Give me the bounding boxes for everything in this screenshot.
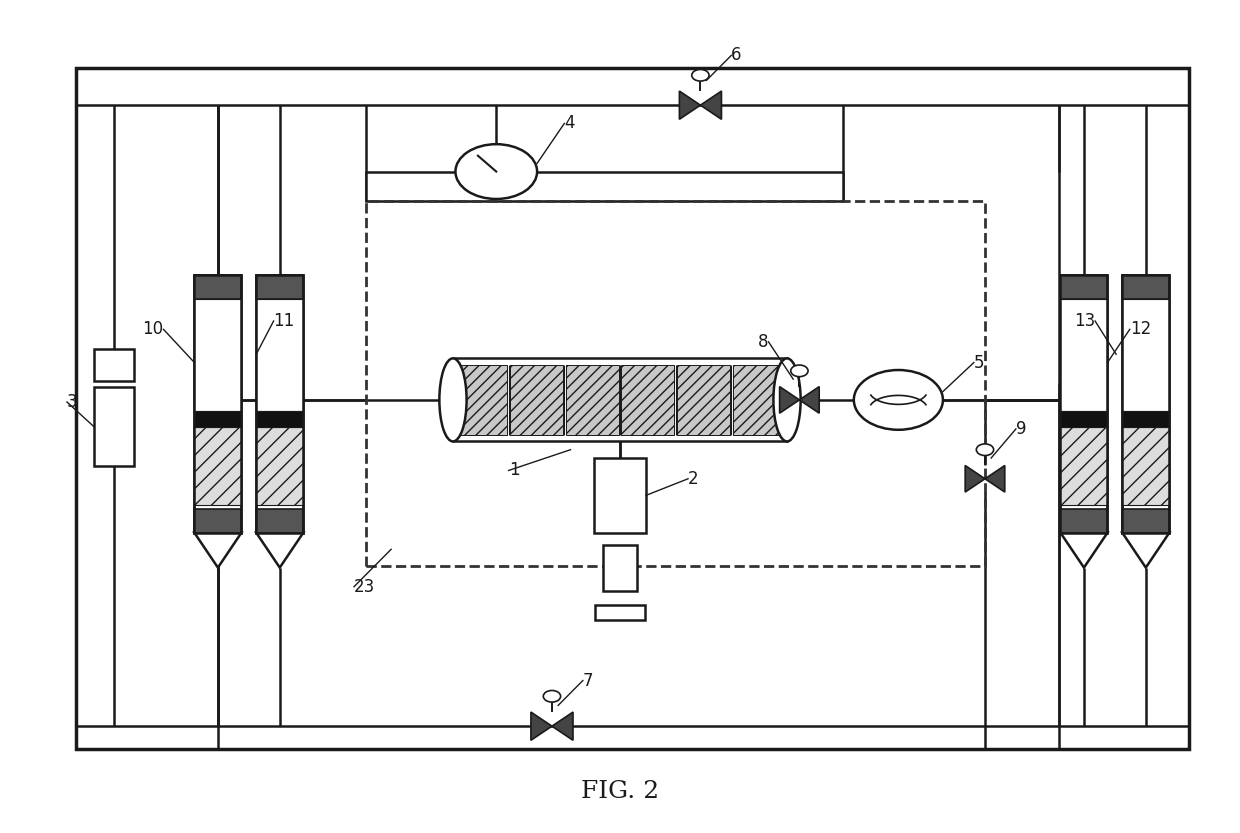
Text: 9: 9 — [1016, 420, 1027, 438]
Polygon shape — [965, 466, 985, 492]
Polygon shape — [800, 387, 820, 413]
Polygon shape — [985, 466, 1004, 492]
Bar — [565, 365, 619, 435]
Bar — [366, 201, 985, 566]
Bar — [1122, 276, 1169, 533]
Bar — [733, 365, 786, 435]
Text: 23: 23 — [353, 578, 376, 596]
Text: 10: 10 — [143, 321, 164, 338]
Bar — [257, 276, 304, 533]
Text: 8: 8 — [758, 332, 769, 351]
Circle shape — [455, 144, 537, 199]
Bar — [1122, 427, 1169, 506]
Bar — [1060, 276, 1107, 533]
Bar — [257, 276, 304, 533]
Polygon shape — [552, 712, 573, 741]
Bar — [1060, 510, 1107, 533]
Bar — [621, 365, 675, 435]
Ellipse shape — [774, 358, 801, 441]
Bar — [195, 411, 242, 427]
Bar — [1060, 276, 1107, 533]
Bar — [1060, 427, 1107, 506]
Text: 4: 4 — [564, 114, 575, 132]
Circle shape — [692, 69, 709, 81]
Bar — [257, 298, 304, 411]
Circle shape — [543, 691, 560, 702]
Bar — [195, 298, 242, 411]
Bar — [257, 510, 304, 533]
Text: 7: 7 — [583, 671, 594, 690]
Text: 2: 2 — [688, 470, 698, 488]
Polygon shape — [1122, 533, 1169, 567]
Bar — [454, 365, 507, 435]
Text: 3: 3 — [67, 393, 78, 411]
Bar — [594, 458, 646, 533]
Bar — [94, 349, 134, 381]
Bar — [257, 276, 304, 298]
Bar — [453, 358, 787, 441]
Bar — [603, 545, 637, 591]
Bar — [366, 172, 843, 201]
Bar — [595, 605, 645, 620]
Polygon shape — [701, 91, 722, 119]
Bar — [1122, 411, 1169, 427]
Bar — [1122, 276, 1169, 298]
Text: 11: 11 — [274, 312, 295, 330]
Bar — [94, 387, 134, 466]
Bar — [195, 276, 242, 298]
Text: 6: 6 — [732, 47, 742, 64]
Text: 5: 5 — [973, 353, 985, 372]
Polygon shape — [1060, 533, 1107, 567]
Bar — [1122, 298, 1169, 411]
Bar — [195, 510, 242, 533]
Bar — [257, 411, 304, 427]
Bar — [257, 427, 304, 506]
Bar — [1060, 411, 1107, 427]
Bar — [195, 276, 242, 533]
Text: 12: 12 — [1130, 321, 1151, 338]
Circle shape — [791, 365, 808, 377]
Bar — [76, 67, 1189, 749]
Bar — [1122, 276, 1169, 533]
Circle shape — [854, 370, 942, 430]
Polygon shape — [531, 712, 552, 741]
Text: 13: 13 — [1074, 312, 1095, 330]
Polygon shape — [780, 387, 800, 413]
Polygon shape — [257, 533, 304, 567]
Polygon shape — [680, 91, 701, 119]
Bar — [195, 276, 242, 533]
Bar — [677, 365, 730, 435]
Text: FIG. 2: FIG. 2 — [580, 781, 660, 803]
Bar — [1122, 510, 1169, 533]
Bar — [1060, 298, 1107, 411]
Polygon shape — [195, 533, 242, 567]
Bar — [1060, 276, 1107, 298]
Circle shape — [976, 444, 993, 456]
Bar — [510, 365, 563, 435]
Text: 1: 1 — [508, 461, 520, 480]
Ellipse shape — [439, 358, 466, 441]
Bar — [195, 427, 242, 506]
